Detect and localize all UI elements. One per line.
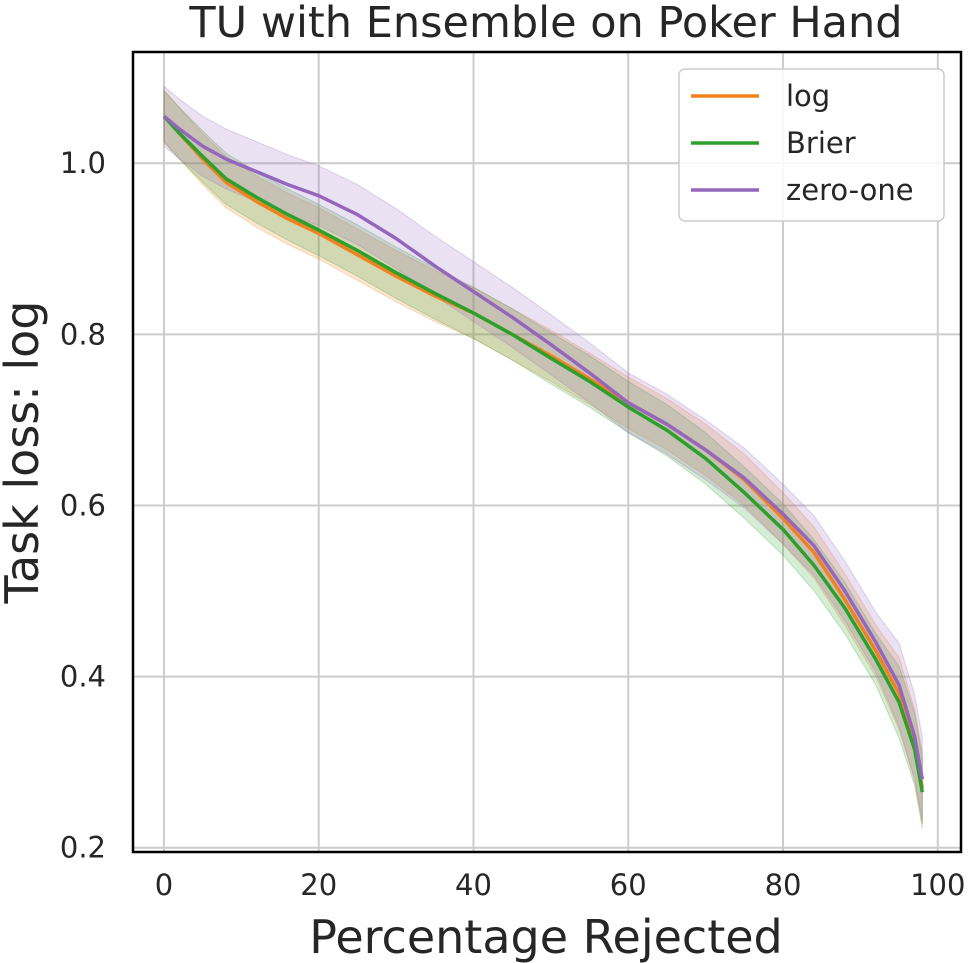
x-tick-label: 60 <box>610 868 647 902</box>
legend: log Brier zero-one <box>678 68 945 222</box>
line-zero-one <box>162 114 925 780</box>
y-axis-label: Task loss: log <box>0 301 49 605</box>
x-tick-label: 80 <box>765 868 802 902</box>
x-tick-label: 0 <box>155 868 173 902</box>
x-tick-label: 20 <box>300 868 337 902</box>
legend-label: Brier <box>786 126 856 160</box>
band-zero-one <box>163 85 923 822</box>
y-tick-label: 0.8 <box>60 317 106 351</box>
y-tick-label: 1.0 <box>60 146 106 180</box>
y-tick-labels: 0.2 0.4 0.6 0.8 1.0 <box>60 146 106 864</box>
line-Brier <box>162 115 925 793</box>
plot-frame <box>131 50 963 854</box>
line-log <box>162 115 925 789</box>
x-tick-label: 100 <box>910 868 965 902</box>
y-tick-label: 0.4 <box>60 660 106 694</box>
legend-label: zero-one <box>786 173 914 207</box>
legend-box <box>678 68 945 222</box>
legend-label: log <box>786 79 830 113</box>
chart-title: TU with Ensemble on Poker Hand <box>188 0 902 48</box>
series-lines <box>162 114 925 793</box>
x-axis-label: Percentage Rejected <box>309 910 783 963</box>
x-tick-labels: 0 20 40 60 80 100 <box>155 868 966 902</box>
y-tick-label: 0.6 <box>60 488 106 522</box>
x-tick-label: 40 <box>455 868 492 902</box>
band-log <box>163 89 923 824</box>
y-tick-label: 0.2 <box>60 831 106 865</box>
